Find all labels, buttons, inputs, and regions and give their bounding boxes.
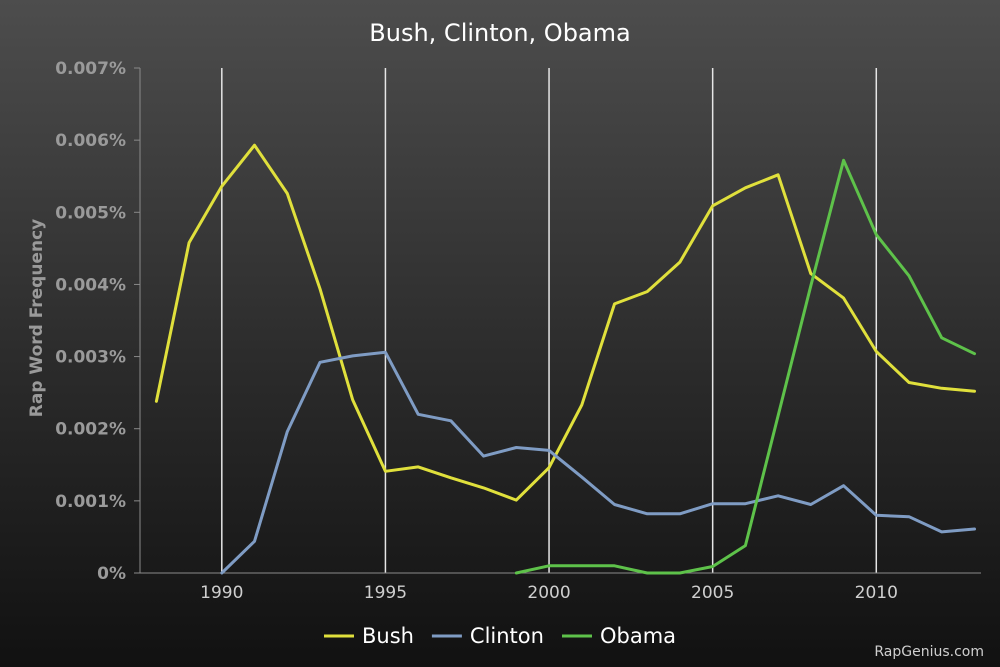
legend-label: Clinton bbox=[470, 624, 544, 648]
y-tick-label: 0.002% bbox=[55, 420, 126, 440]
y-tick-label: 0.005% bbox=[55, 203, 126, 223]
series-line-bush bbox=[154, 143, 976, 502]
x-tick-label: 2005 bbox=[691, 583, 734, 603]
legend-label: Bush bbox=[362, 624, 414, 648]
y-axis-label: Rap Word Frequency bbox=[27, 219, 47, 417]
y-tick-label: 0.007% bbox=[55, 59, 126, 79]
chart-title: Bush, Clinton, Obama bbox=[369, 19, 630, 47]
series-line-obama bbox=[514, 158, 976, 575]
x-tick-label: 1995 bbox=[364, 583, 407, 603]
series-line-clinton bbox=[220, 350, 976, 575]
x-tick-label: 2010 bbox=[855, 583, 898, 603]
y-tick-label: 0.006% bbox=[55, 131, 126, 151]
legend-label: Obama bbox=[600, 624, 676, 648]
legend: Bush Clinton Obama bbox=[324, 624, 676, 648]
series-lines bbox=[154, 143, 976, 575]
axes bbox=[139, 68, 981, 574]
legend-item-obama: Obama bbox=[562, 624, 676, 648]
source-credit: RapGenius.com bbox=[874, 644, 984, 660]
y-tick-label: 0.001% bbox=[55, 492, 126, 512]
y-tick-label: 0.004% bbox=[55, 275, 126, 295]
y-tick-labels: 0% 0.001% 0.002% 0.003% 0.004% 0.005% 0.006% 0.… bbox=[55, 59, 140, 584]
x-tick-labels: 1990 1995 2000 2005 2010 bbox=[200, 583, 898, 603]
legend-item-bush: Bush bbox=[324, 624, 414, 648]
x-tick-label: 2000 bbox=[527, 583, 570, 603]
x-tick-label: 1990 bbox=[200, 583, 243, 603]
y-tick-label: 0.003% bbox=[55, 348, 126, 368]
legend-item-clinton: Clinton bbox=[431, 624, 544, 648]
grid-lines bbox=[221, 68, 878, 573]
y-tick-label: 0% bbox=[97, 564, 126, 584]
